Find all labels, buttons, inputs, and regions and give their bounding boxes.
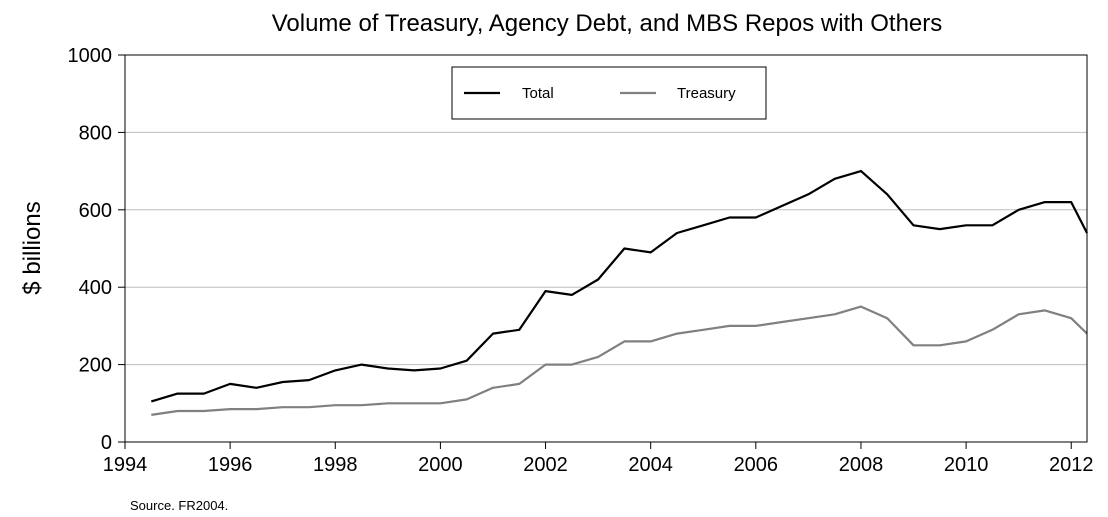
series-line-total [150,170,1088,403]
x-tick-label: 2006 [734,454,779,476]
y-axis-label: $ billions [19,201,46,294]
chart-title: Volume of Treasury, Agency Debt, and MBS… [272,10,943,37]
series-line-treasury [151,305,1088,416]
series-layer [150,170,1088,416]
x-tick-label: 1996 [208,454,253,476]
x-tick-label: 2008 [839,454,884,476]
x-tick-label: 2002 [523,454,568,476]
x-axis: 1994 1996 1998 2000 2002 2004 2006 2008 2010 2012 [103,442,1094,476]
y-tick-label: 1000 [68,45,113,67]
y-tick-label: 400 [79,277,112,299]
legend-label-treasury: Treasury [677,85,736,102]
source-note: Source. FR2004. [130,498,229,513]
x-tick-label: 1994 [103,454,148,476]
legend-label-total: Total [522,85,554,102]
x-tick-label: 2000 [418,454,463,476]
plot-frame [124,54,1088,443]
x-tick-label: 2004 [628,454,673,476]
x-tick-label: 1998 [313,454,358,476]
y-axis: 0 200 400 600 800 1000 [68,45,125,454]
x-tick-label: 2012 [1049,454,1094,476]
y-tick-label: 0 [101,432,112,454]
y-tick-label: 200 [79,355,112,377]
gridlines [125,131,1087,366]
y-tick-label: 800 [79,122,112,144]
legend-box [451,66,767,120]
y-tick-label: 600 [79,200,112,222]
x-tick-label: 2010 [944,454,989,476]
legend: Total Treasury [451,66,767,120]
